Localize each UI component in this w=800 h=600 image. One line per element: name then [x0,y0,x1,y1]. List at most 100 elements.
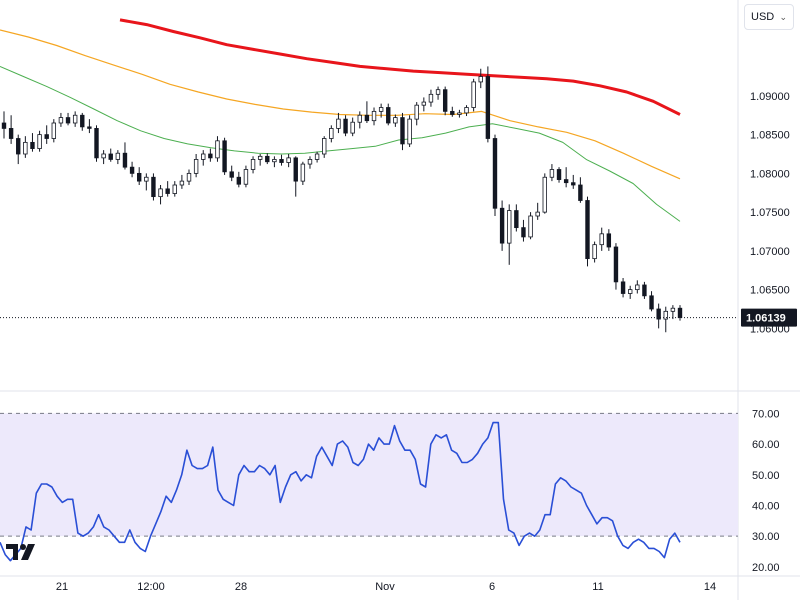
candle [87,119,92,134]
candle [236,171,242,188]
price-axis-tick: 1.09000 [750,91,790,103]
candle [193,154,199,178]
candle [435,86,441,100]
candle [250,156,256,174]
candle [428,89,434,107]
candle [606,229,612,251]
candle [286,154,291,168]
candle-body [229,171,234,178]
candle [670,305,676,320]
candle [485,66,491,143]
candle-body [492,138,498,209]
candle-body [108,153,113,160]
moving-average-line [0,29,681,180]
candle [44,125,49,144]
candle [627,285,633,299]
price-axis-tick: 1.07500 [750,207,790,219]
candle [23,136,28,158]
candle-body [72,114,78,124]
candle [613,243,619,290]
candle-body [87,126,92,129]
candle-body [364,114,370,122]
candle [279,154,284,166]
candle [115,150,121,165]
candle-body [378,107,384,112]
candle [293,156,298,197]
candle [585,196,590,267]
candle-body [236,176,242,185]
rsi-axis-tick: 40.00 [752,500,780,512]
candle [201,150,206,166]
candle-body [144,176,149,182]
candle-body [215,140,220,159]
candle-body [179,180,185,186]
candle-body [393,117,398,124]
candle-body [571,182,576,186]
candle-body [627,289,633,294]
candle [599,227,604,251]
candle [677,305,683,321]
candle [322,136,327,158]
candle-body [613,246,619,283]
candle-body [165,188,170,194]
chevron-down-icon: ⌄ [779,11,787,22]
rsi-axis-tick: 70.00 [752,408,780,420]
last-price-label: 1.06139 [746,313,786,325]
candle-body [386,107,391,124]
candle [350,117,355,137]
currency-selector[interactable]: USD ⌄ [744,4,794,30]
candle [257,154,263,166]
candle [300,161,306,185]
candle-body [635,284,640,291]
candle-body [272,159,277,163]
candle-body [485,76,491,139]
candle-body [677,307,683,318]
candle [165,181,170,197]
candle [215,136,220,162]
candle-body [471,81,476,108]
price-axis-tick: 1.06500 [750,285,790,297]
candle [208,148,213,162]
candle [179,174,185,189]
candle [400,112,405,151]
candle [578,177,583,203]
candle-body [563,179,569,184]
time-axis-tick: 28 [235,581,247,593]
candle-body [642,284,647,297]
candle-body [314,153,320,160]
candle-body [279,159,284,163]
candle [16,134,21,165]
rsi-band-fill [0,413,738,537]
candle-body [336,118,341,129]
candle-body [343,118,348,134]
time-axis-tick: 21 [56,581,68,593]
candle [229,165,234,182]
candle [542,173,547,214]
candle [364,101,370,123]
candle-body [507,210,512,244]
candle-body [44,134,49,139]
candle [663,306,668,333]
candle-body [322,138,327,155]
candle-body [435,89,441,95]
candle-body [414,104,419,120]
candle [407,115,412,148]
candle [457,109,462,118]
candle-body [620,281,626,294]
currency-label: USD [751,11,775,23]
rsi-axis-tick: 30.00 [752,531,780,543]
candle [80,112,85,131]
candle [108,148,113,162]
candle-body [286,157,291,163]
candle-body [172,184,177,194]
candle [122,142,128,170]
candle [556,167,562,183]
candle [592,241,597,263]
candle [307,156,313,169]
candle [563,167,569,188]
candle [222,137,227,175]
candle [507,204,512,265]
candle [336,112,341,134]
candle-body [151,176,156,198]
